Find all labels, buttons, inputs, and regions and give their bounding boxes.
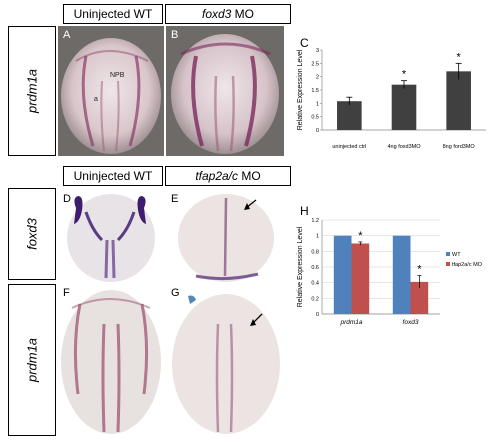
header-foxd3-gene: foxd3 bbox=[201, 7, 232, 21]
bar-0 bbox=[337, 101, 362, 130]
y-tick-label: 0.2 bbox=[311, 296, 319, 302]
chart-h: Relative Expression Level 0 0.2 0.4 0.6 0.8 1 1… bbox=[297, 218, 483, 326]
chart-c: Relative Expression Level 0 0.5 1 1.5 2 2.5 3 un… bbox=[297, 48, 486, 150]
y-tick-label: 2.5 bbox=[311, 61, 319, 67]
row-label-text: prdm1a bbox=[24, 337, 40, 383]
y-tick-label: 3 bbox=[316, 48, 319, 54]
legend-label: WT bbox=[452, 252, 461, 258]
y-tick-label: 2 bbox=[316, 75, 319, 81]
panel-g-image: G bbox=[166, 284, 284, 436]
significance-star: * bbox=[417, 264, 422, 276]
header-foxd3-mo: foxd3 MO bbox=[165, 4, 291, 24]
y-tick-label: 1.2 bbox=[311, 218, 319, 224]
panel-letter-h: H bbox=[300, 204, 309, 218]
row-label-foxd3: foxd3 bbox=[8, 188, 56, 280]
header-tfap2ac-mo-suffix: MO bbox=[238, 169, 261, 183]
header-uninjected-wt-bottom: Uninjected WT bbox=[63, 166, 163, 186]
row-label-text: prdm1a bbox=[24, 68, 40, 114]
row-label-prdm1a-bottom: prdm1a bbox=[8, 284, 56, 436]
y-tick-label: 0 bbox=[316, 312, 319, 318]
panel-letter-c: C bbox=[300, 36, 309, 50]
embryo-a bbox=[61, 38, 161, 154]
row-label-text: foxd3 bbox=[24, 218, 40, 250]
y-tick-label: 0.6 bbox=[311, 265, 319, 271]
row-label-prdm1a-top: prdm1a bbox=[8, 26, 56, 156]
panel-letter-e: E bbox=[171, 193, 179, 205]
bar-2 bbox=[446, 71, 471, 130]
y-tick-label: 0.4 bbox=[311, 281, 319, 287]
panel-e-image: E bbox=[166, 190, 284, 282]
panel-letter-d: D bbox=[63, 193, 71, 205]
embryo-f bbox=[61, 290, 161, 434]
y-tick-label: 0 bbox=[316, 128, 319, 134]
y-tick-label: 1 bbox=[316, 234, 319, 240]
significance-star: * bbox=[457, 51, 462, 63]
a-label: a bbox=[94, 96, 98, 103]
panel-f-image: F bbox=[58, 284, 164, 436]
embryo-e bbox=[178, 194, 274, 282]
bar-tfap2a/c MO-0 bbox=[351, 243, 370, 314]
panel-letter-b: B bbox=[171, 29, 179, 41]
panel-letter-g: G bbox=[171, 287, 180, 299]
embryo-d bbox=[67, 194, 155, 282]
y-tick-label: 0.5 bbox=[311, 115, 319, 121]
y-tick-label: 1 bbox=[316, 101, 319, 107]
significance-star: * bbox=[358, 230, 363, 242]
bar-WT-0 bbox=[333, 235, 352, 314]
significance-star: * bbox=[402, 69, 407, 81]
x-tick-label: prdm1a bbox=[339, 319, 362, 326]
x-tick-label: 8ng ford3MO bbox=[443, 144, 476, 150]
embryo-g bbox=[172, 294, 280, 434]
bar-WT-1 bbox=[392, 235, 411, 314]
panel-a-image: A NPB a bbox=[58, 26, 164, 156]
header-uninjected-wt-top: Uninjected WT bbox=[63, 4, 163, 24]
arrow-g-icon bbox=[250, 319, 256, 326]
panel-d-image: D bbox=[58, 190, 164, 282]
bar-tfap2a/c MO-1 bbox=[410, 281, 429, 314]
arrow-e-icon bbox=[244, 203, 250, 210]
header-foxd3-mo-suffix: MO bbox=[231, 7, 255, 21]
header-tfap2ac-mo: tfap2a/c MO bbox=[165, 166, 291, 186]
embryo-b bbox=[171, 34, 279, 154]
panel-b-image: B bbox=[166, 26, 284, 156]
y-axis-label: Relative Expression Level bbox=[297, 49, 304, 130]
y-tick-label: 0.8 bbox=[311, 249, 319, 255]
header-tfap2ac-gene: tfap2a/c bbox=[195, 169, 239, 183]
y-tick-label: 1.5 bbox=[311, 88, 319, 94]
x-tick-label: uninjected ctrl bbox=[332, 144, 366, 150]
y-axis-label: Relative Expression Level bbox=[297, 226, 304, 307]
bar-1 bbox=[391, 84, 417, 130]
legend-swatch bbox=[446, 262, 450, 266]
npb-label: NPB bbox=[110, 72, 125, 79]
x-tick-label: foxd3 bbox=[403, 319, 419, 326]
x-tick-label: 4ng foxd3MO bbox=[387, 144, 421, 150]
legend-label: tfap2a/c MO bbox=[452, 262, 483, 268]
legend-swatch bbox=[446, 252, 450, 256]
panel-letter-a: A bbox=[63, 29, 71, 41]
panel-letter-f: F bbox=[63, 287, 70, 299]
